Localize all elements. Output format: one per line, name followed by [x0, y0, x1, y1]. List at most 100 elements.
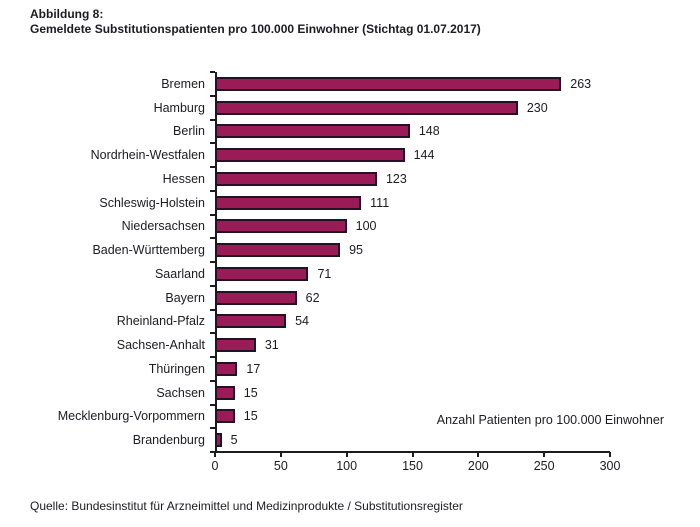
x-axis-line	[210, 451, 610, 453]
category-label: Sachsen-Anhalt	[116, 338, 205, 353]
value-label: 123	[385, 171, 407, 186]
x-axis-tick	[345, 452, 348, 457]
category-label: Saarland	[154, 266, 205, 281]
bar	[215, 171, 377, 186]
y-axis-line	[215, 72, 217, 452]
value-label: 148	[418, 124, 440, 139]
category-label: Berlin	[173, 124, 205, 139]
category-label: Bremen	[161, 76, 205, 91]
y-axis-tick	[210, 379, 215, 382]
value-label: 54	[295, 314, 309, 329]
category-label: Hamburg	[153, 100, 205, 115]
bar	[215, 266, 309, 281]
x-axis-tick-label: 250	[533, 459, 555, 473]
bar-row: Thüringen 17	[149, 357, 610, 381]
bar-row: Nordrhein-Westfalen 144	[91, 143, 610, 167]
figure-title-line1: Abbildung 8:	[30, 7, 104, 21]
source-note: Quelle: Bundesinstitut für Arzneimittel …	[30, 499, 463, 513]
x-axis-tick	[543, 452, 546, 457]
y-axis-tick	[210, 237, 215, 240]
category-label: Nordrhein-Westfalen	[90, 148, 205, 163]
bar	[215, 124, 410, 139]
y-axis-tick	[210, 213, 215, 216]
value-label: 62	[305, 290, 320, 305]
y-axis-tick	[210, 427, 215, 430]
value-label: 263	[570, 76, 592, 91]
value-label: 230	[526, 100, 548, 115]
bar-row: Niedersachsen 100	[122, 215, 610, 239]
bar-row: Rheinland-Pfalz 54	[117, 310, 610, 334]
figure-title: Abbildung 8: Gemeldete Substitutionspati…	[30, 7, 481, 37]
bar	[215, 290, 297, 305]
bar	[215, 314, 287, 329]
bar-row: Hessen 123	[163, 167, 610, 191]
y-axis-tick	[210, 284, 215, 287]
bar	[215, 243, 341, 258]
bar-row: Berlin 148	[173, 120, 610, 144]
value-label: 15	[243, 385, 258, 400]
bar-row: Hamburg 230	[154, 96, 610, 120]
category-label: Mecklenburg-Vorpommern	[57, 409, 205, 424]
x-axis-tick	[477, 452, 480, 457]
bar	[215, 361, 238, 376]
x-axis-tick	[411, 452, 414, 457]
y-axis-tick	[210, 94, 215, 97]
y-axis-tick	[210, 118, 215, 121]
value-label: 144	[413, 148, 435, 163]
bar-row: Baden-Württemberg 95	[92, 238, 610, 262]
category-label: Brandenburg	[132, 433, 205, 448]
bar-row: Bayern 62	[165, 286, 610, 310]
bar	[215, 195, 362, 210]
bar	[215, 433, 222, 448]
y-axis-tick	[210, 356, 215, 358]
value-label: 31	[264, 338, 279, 353]
plot-area: Bremen 263 Hamburg 230 Berlin 148 Nordrhein-We…	[58, 71, 620, 473]
bar	[215, 409, 235, 424]
bar-row: Sachsen 15	[156, 381, 610, 405]
bar-row: Brandenburg 5	[133, 428, 610, 452]
bar	[215, 338, 256, 353]
figure-title-line2: Gemeldete Substitutionspatienten pro 100…	[30, 22, 481, 36]
y-axis-tick	[210, 261, 215, 263]
bar-row: Bremen 263	[161, 72, 610, 96]
category-label: Baden-Württemberg	[92, 243, 205, 258]
bar	[215, 219, 347, 234]
bar-row: Saarland 71	[155, 262, 610, 286]
category-label: Bayern	[165, 290, 205, 305]
category-label: Sachsen	[156, 385, 205, 400]
x-axis-caption: Anzahl Patienten pro 100.000 Einwohner	[436, 413, 664, 427]
y-axis-tick	[210, 308, 215, 311]
value-label: 100	[355, 219, 377, 234]
value-label: 95	[349, 243, 363, 258]
x-axis-tick	[609, 452, 611, 457]
category-label: Niedersachsen	[121, 219, 205, 234]
x-axis-tick	[214, 452, 216, 457]
bar	[215, 148, 405, 163]
y-axis-tick	[210, 403, 215, 406]
x-axis-tick-label: 100	[336, 459, 358, 473]
category-label: Rheinland-Pfalz	[116, 314, 205, 329]
category-label: Thüringen	[148, 361, 205, 376]
y-axis-tick	[210, 189, 215, 192]
bar-row: Sachsen-Anhalt 31	[117, 333, 610, 357]
value-label: 15	[243, 409, 258, 424]
category-label: Hessen	[162, 171, 205, 186]
category-label: Schleswig-Holstein	[99, 195, 205, 210]
y-axis-tick	[210, 166, 215, 168]
value-label: 71	[317, 266, 332, 281]
value-label: 5	[230, 433, 238, 448]
value-label: 111	[370, 195, 390, 210]
bar	[215, 385, 235, 400]
x-axis-tick-label: 50	[273, 459, 288, 473]
x-axis-tick-label: 200	[467, 459, 489, 473]
y-axis-tick	[210, 142, 215, 145]
x-axis-tick	[279, 452, 282, 457]
bar	[215, 100, 518, 115]
y-axis-tick	[210, 332, 215, 335]
bar-row: Schleswig-Holstein 111	[99, 191, 610, 215]
x-axis-tick-label: 300	[599, 459, 621, 473]
value-label: 17	[246, 361, 261, 376]
x-axis-tick-label: 0	[211, 459, 219, 473]
x-axis-tick-label: 150	[402, 459, 423, 473]
